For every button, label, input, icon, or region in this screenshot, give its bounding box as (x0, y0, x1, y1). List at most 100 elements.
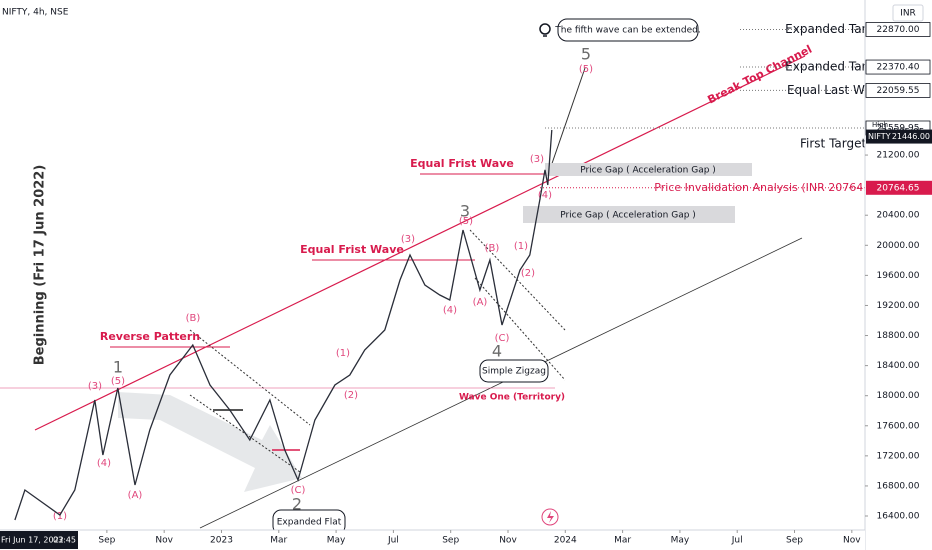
wave-label: 2 (292, 495, 302, 514)
sub-wave-label: (5) (459, 216, 473, 227)
price-tag (865, 59, 931, 75)
x-tick-label: 2024 (554, 536, 577, 546)
x-tick-label: May (671, 536, 690, 546)
level-name: Expanded Target (785, 60, 886, 74)
annotation: Reverse Pattern (100, 330, 200, 343)
annotation: Price Gap ( Acceleration Gap ) (580, 166, 716, 176)
top-channel (34, 55, 806, 431)
wave-label: 1 (113, 358, 123, 377)
sub-wave-label: (5) (579, 64, 593, 75)
sub-wave-label: (3) (88, 381, 102, 392)
x-tick-label: 2023 (210, 536, 233, 546)
x-tick-label: Jul (387, 536, 399, 546)
chart-title: NIFTY, 4h, NSE (2, 8, 69, 18)
dotted-line (189, 329, 311, 426)
y-tick-label: 17600.00 (877, 421, 920, 431)
y-tick-label: 17200.00 (877, 451, 920, 461)
x-tick-label: Sep (98, 536, 115, 546)
last-value: 21446.00 (892, 132, 930, 141)
dotted-line (474, 277, 566, 381)
y-tick-label: 19200.00 (877, 301, 920, 311)
sub-wave-label: (B) (485, 243, 500, 254)
invalidation-text: Price Invalidation Analysis (INR 20764.6… (654, 181, 885, 194)
annotation: Wave One (Territory) (459, 393, 565, 403)
x-tick-label: Nov (843, 536, 861, 546)
sub-wave-label: (3) (530, 154, 544, 165)
sub-wave-label: (A) (473, 297, 488, 308)
y-tick-label: 19600.00 (877, 271, 920, 281)
y-tick-label: 20000.00 (877, 241, 920, 251)
x-tick-label: Sep (786, 536, 803, 546)
price-tag-label: 22059.55 (877, 86, 920, 96)
sub-wave-label: (3) (401, 234, 415, 245)
price-tag (865, 83, 931, 98)
x-tick-label: Jul (731, 536, 743, 546)
annotation: Expanded Flat (277, 518, 342, 528)
annotation: Price Gap ( Acceleration Gap ) (560, 211, 696, 221)
invalidation-tag (866, 180, 932, 195)
sub-wave-label: (2) (521, 268, 535, 279)
gap-box (545, 163, 752, 176)
start-time: 03:45 (53, 536, 76, 545)
level-name: Expanded Target (785, 22, 886, 36)
sub-wave-label: (1) (53, 511, 67, 522)
sub-wave-label: (4) (443, 305, 457, 316)
y-tick-label: 18000.00 (877, 391, 920, 401)
sub-wave-label: (1) (514, 241, 528, 252)
x-tick-label: May (327, 536, 346, 546)
bottom-channel (199, 237, 803, 529)
sub-wave-label: (A) (128, 490, 143, 501)
y-tick-label: 16800.00 (877, 481, 920, 491)
wave-label: 5 (581, 45, 591, 64)
y-tick-label: 21200.00 (877, 151, 920, 161)
x-tick-label: Mar (270, 536, 287, 546)
sub-wave-label: (C) (495, 333, 510, 344)
annotation: The fifth wave can be extended. (554, 26, 700, 36)
label-box (479, 359, 549, 383)
wave-label: 4 (492, 342, 502, 361)
start-box (0, 531, 78, 549)
annotation: Equal Frist Wave (410, 157, 514, 170)
annotation: Simple Zigzag (482, 367, 546, 377)
x-tick-label: Nov (499, 536, 517, 546)
high-name: High (872, 121, 888, 129)
annotation: Beginning (Fri 17 Jun 2022) (33, 165, 48, 366)
price-line (14, 129, 553, 521)
sub-wave-label: (1) (336, 348, 350, 359)
sub-wave-label: (5) (111, 376, 125, 387)
currency-box (892, 4, 924, 22)
last-name: NIFTY (868, 132, 891, 141)
y-tick-label: 16400.00 (877, 512, 920, 522)
y-tick-label: 18800.00 (877, 331, 920, 341)
sub-wave-label: (2) (344, 390, 358, 401)
sub-wave-label: (B) (186, 313, 201, 324)
wave-label: 3 (460, 202, 470, 221)
time-axis (0, 530, 865, 550)
bulb-icon (539, 23, 551, 35)
price-tag-label: 21559.95 (877, 123, 920, 133)
level-name: Equal Last Wave (787, 83, 886, 97)
start-date: Fri Jun 17, 2022 (1, 536, 64, 545)
currency: INR (900, 9, 916, 19)
x-tick-label: Nov (155, 536, 173, 546)
y-tick-label: 20400.00 (877, 211, 920, 221)
level-name: First Target Ra (800, 136, 885, 150)
annotation: Equal Frist Wave (300, 243, 404, 256)
label-box (557, 18, 699, 42)
price-tag (865, 22, 931, 37)
y-tick-label: 18400.00 (877, 361, 920, 371)
gap-box (523, 206, 735, 223)
sub-wave-label: (4) (538, 190, 552, 201)
x-tick-label: Sep (442, 536, 459, 546)
flash-icon (547, 511, 554, 523)
arrow-shape (118, 392, 302, 492)
invalidation-value: 20764.65 (877, 183, 920, 193)
price-tag-label: 22370.40 (877, 63, 920, 73)
sub-wave-label: (4) (97, 458, 111, 469)
price-tag-label: 22870.00 (877, 25, 920, 35)
dotted-line (469, 229, 566, 331)
sub-wave-label: (C) (291, 485, 306, 496)
last-tag (866, 129, 932, 144)
